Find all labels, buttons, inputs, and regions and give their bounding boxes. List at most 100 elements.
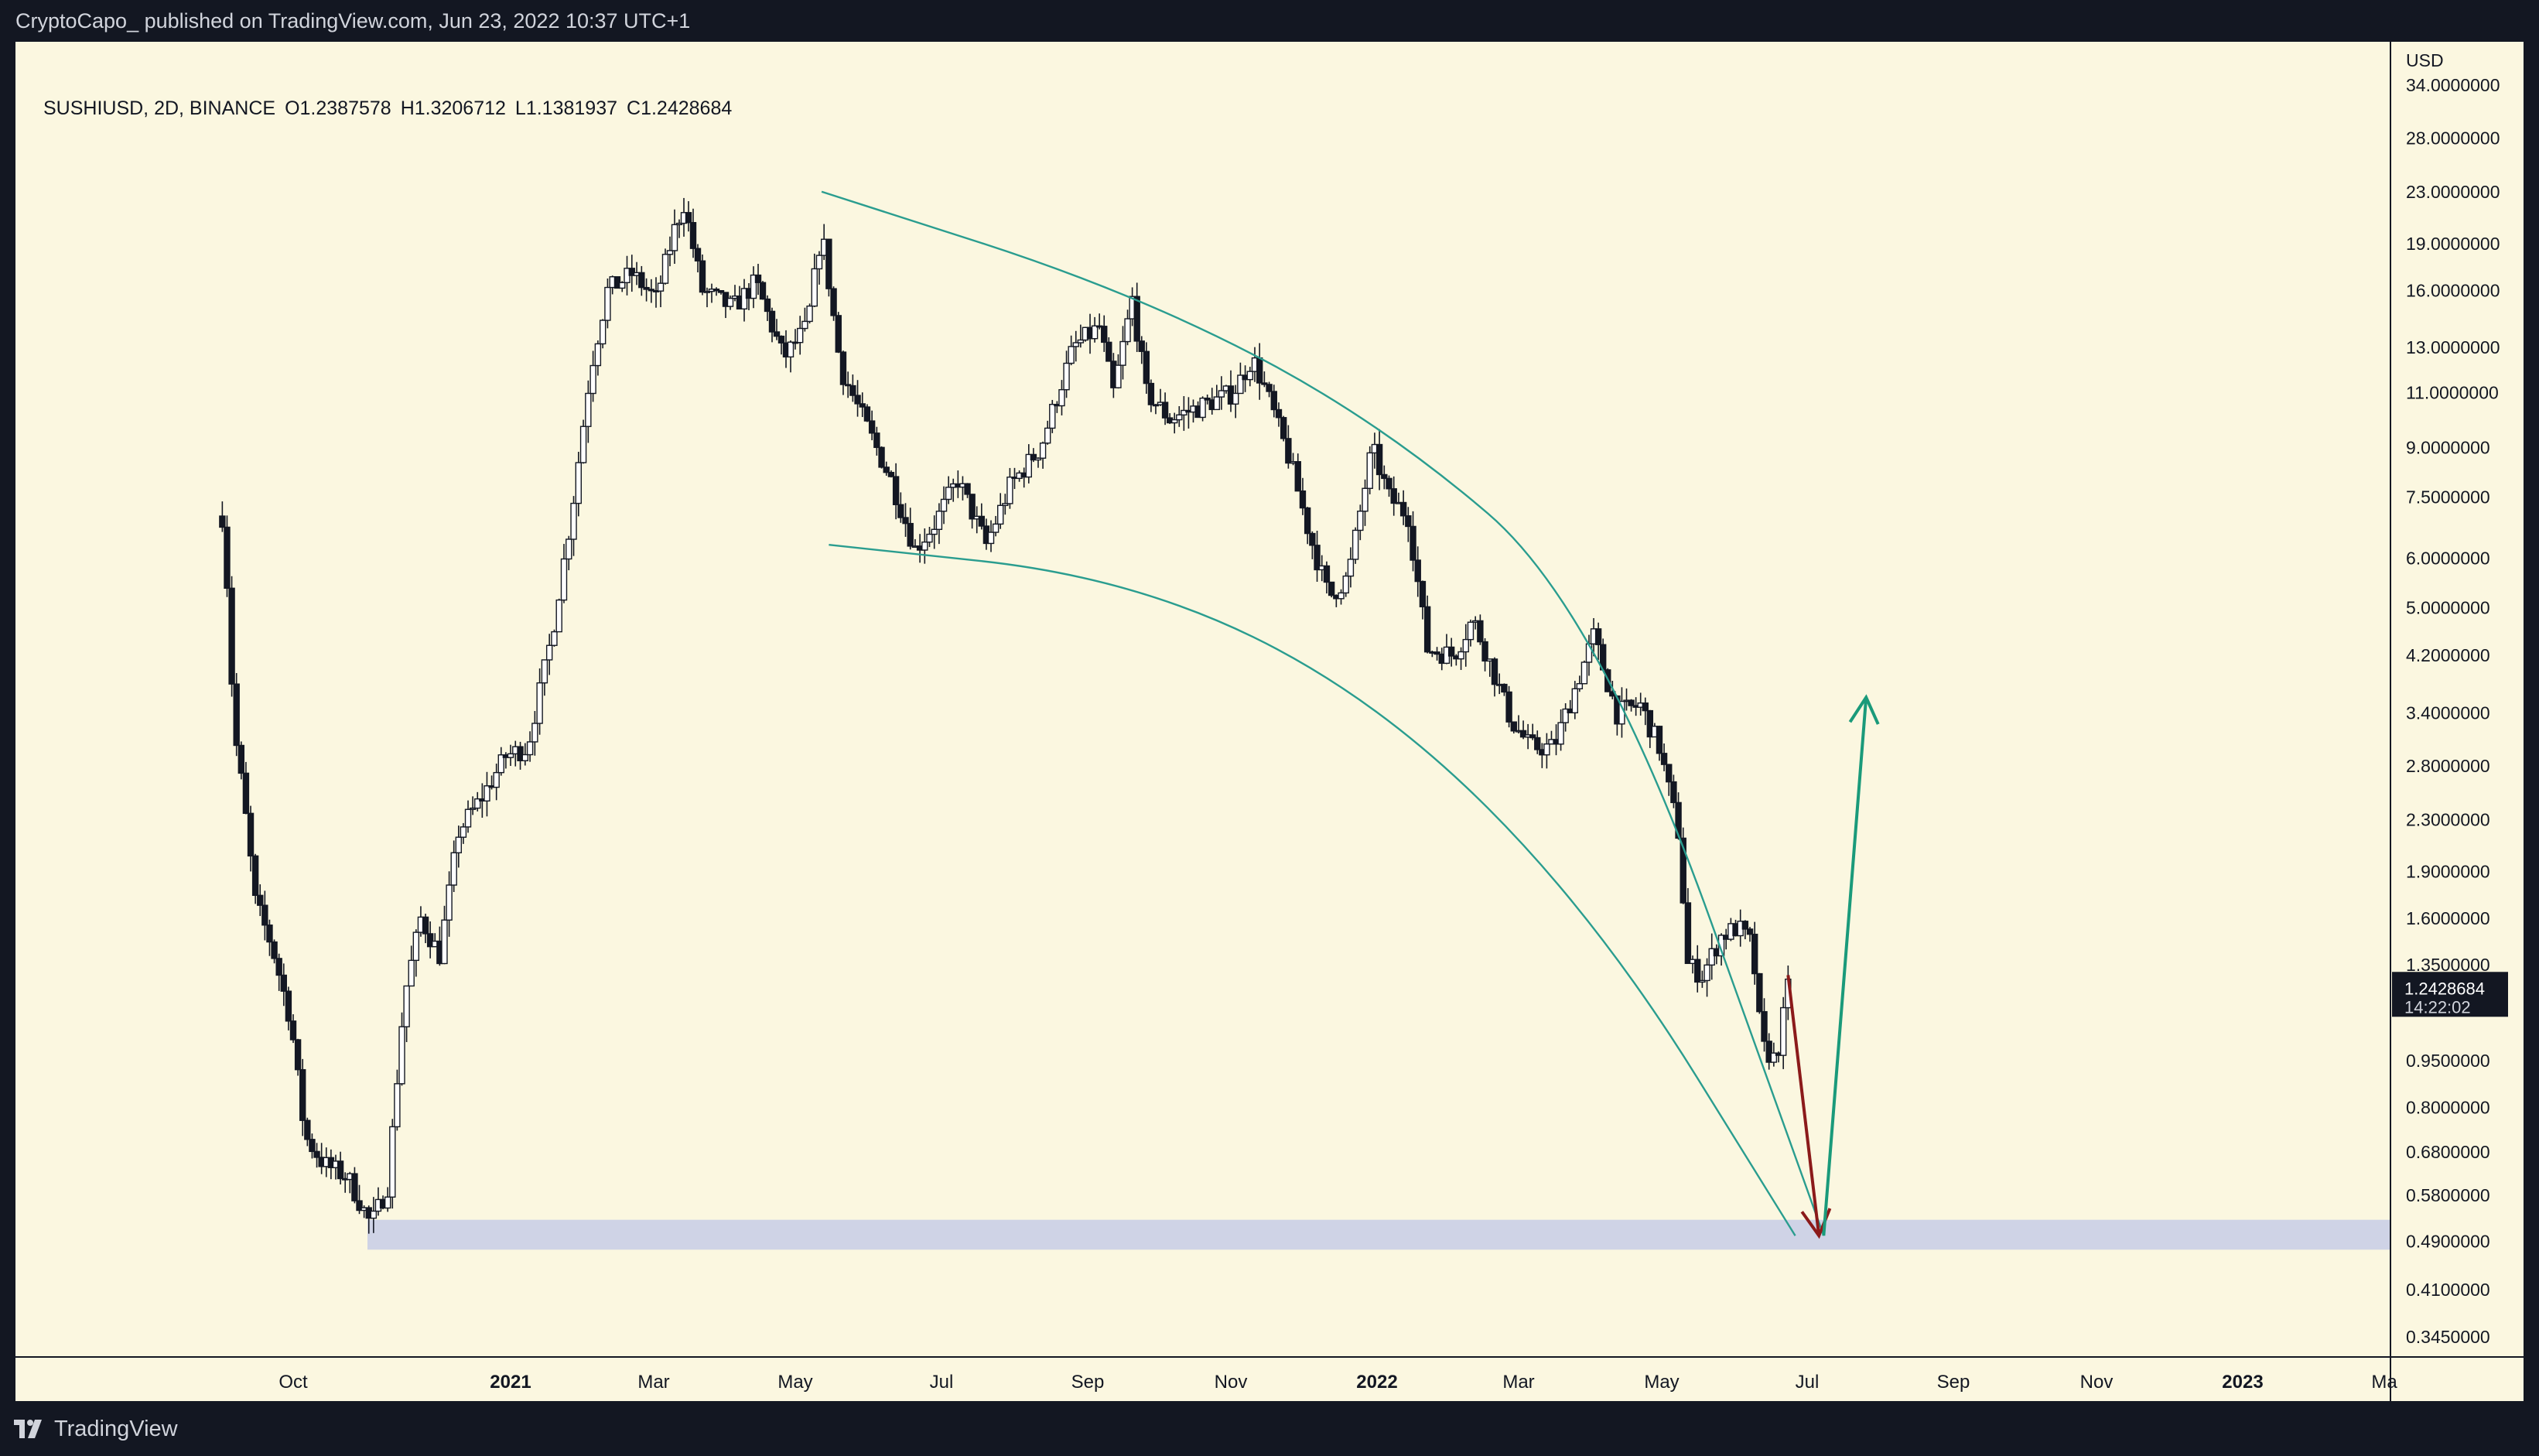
- candle: [242, 761, 250, 815]
- candle-body: [1171, 419, 1178, 424]
- candle: [978, 503, 986, 530]
- candle-body: [1571, 688, 1578, 714]
- candle-body: [1386, 477, 1393, 490]
- candle: [389, 1119, 396, 1209]
- candle-body: [887, 471, 895, 477]
- candle: [945, 476, 952, 504]
- candle: [599, 319, 607, 349]
- tradingview-logo[interactable]: TradingView: [14, 1417, 178, 1441]
- candle-body: [825, 238, 832, 289]
- candle: [493, 764, 500, 801]
- candle-body: [497, 754, 504, 774]
- candle: [1680, 827, 1686, 904]
- candle: [541, 659, 548, 696]
- candle-body: [594, 343, 602, 367]
- candle: [408, 945, 415, 987]
- legend-symbol[interactable]: SUSHIUSD, 2D, BINANCE: [43, 97, 276, 119]
- candle-body: [575, 462, 582, 504]
- candle: [1072, 330, 1079, 362]
- candle: [873, 426, 880, 456]
- y-tick-label: 0.4100000: [2406, 1280, 2490, 1300]
- candle-body: [566, 538, 572, 560]
- candle: [1352, 527, 1359, 564]
- candle: [398, 1012, 405, 1086]
- candle: [717, 289, 725, 295]
- candle-body: [1063, 362, 1070, 391]
- candle-body: [398, 1026, 405, 1085]
- candle-body: [1246, 371, 1253, 381]
- candle-body: [907, 522, 914, 547]
- candle-body: [1457, 651, 1464, 660]
- candle-body: [337, 1160, 344, 1180]
- candle: [1237, 362, 1244, 395]
- candle-body: [945, 487, 952, 501]
- candle: [1342, 572, 1349, 597]
- legend-open: O1.2387578: [285, 97, 391, 119]
- candle-body: [526, 741, 534, 756]
- x-tick-label: Sep: [1937, 1372, 1970, 1393]
- candle: [285, 986, 292, 1030]
- y-tick-label: 0.9500000: [2406, 1051, 2490, 1071]
- candle: [531, 711, 538, 756]
- candle-body: [935, 511, 943, 530]
- price-chart[interactable]: USD 34.0000000 28.0000000 23.0000000 19.0000…: [15, 42, 2524, 1401]
- candle-body: [619, 282, 626, 289]
- candle-body: [1077, 339, 1085, 343]
- candle-body: [604, 286, 611, 321]
- candle-body: [1770, 1052, 1778, 1063]
- candle-body: [394, 1083, 401, 1128]
- candle: [1138, 336, 1145, 364]
- candle-body: [1002, 503, 1009, 507]
- candle-body: [551, 631, 558, 646]
- candle-body: [1680, 837, 1686, 904]
- candle-body: [1314, 545, 1321, 571]
- candle: [768, 307, 776, 343]
- candle-body: [868, 420, 876, 434]
- candle-body: [787, 341, 795, 358]
- support-zone: [367, 1219, 2390, 1250]
- candle-body: [931, 528, 938, 535]
- candle: [403, 985, 410, 1042]
- candle: [251, 853, 259, 904]
- chart-frame[interactable]: USD 34.0000000 28.0000000 23.0000000 19.0000…: [15, 42, 2524, 1401]
- candle-body: [839, 351, 847, 385]
- candle-body: [389, 1126, 396, 1198]
- candle: [854, 380, 861, 417]
- candle: [224, 515, 231, 597]
- candle-body: [712, 289, 720, 292]
- candle: [764, 295, 771, 321]
- candle: [1477, 614, 1484, 645]
- candle-body: [257, 894, 264, 906]
- candle: [1270, 385, 1277, 418]
- candle-body: [469, 807, 477, 810]
- y-tick-label: 6.0000000: [2406, 548, 2490, 568]
- y-tick-label: 13.0000000: [2406, 337, 2500, 357]
- candle: [370, 1197, 378, 1233]
- candle: [497, 747, 504, 776]
- candle: [849, 374, 856, 402]
- candle: [1143, 342, 1150, 395]
- candle: [1058, 380, 1065, 415]
- candle: [1510, 721, 1517, 734]
- candle: [1765, 1033, 1772, 1070]
- x-tick-label: Mar: [1502, 1372, 1534, 1393]
- candle-body: [446, 884, 453, 921]
- candle-body: [545, 644, 553, 661]
- candle-body: [1594, 628, 1602, 645]
- candle-body: [289, 1020, 297, 1041]
- candle: [1656, 725, 1663, 761]
- y-tick-label: 23.0000000: [2406, 182, 2500, 202]
- candle: [441, 905, 448, 965]
- candle: [1266, 381, 1273, 398]
- candle-body: [228, 587, 235, 685]
- candle: [801, 307, 808, 332]
- candle: [1410, 511, 1416, 572]
- candle: [685, 201, 692, 232]
- candle: [935, 503, 943, 545]
- candle: [1275, 402, 1283, 427]
- candle-body: [408, 959, 415, 987]
- candle: [839, 350, 847, 395]
- candle-body: [699, 260, 706, 293]
- candle: [1447, 637, 1455, 667]
- candle-body: [1491, 658, 1498, 685]
